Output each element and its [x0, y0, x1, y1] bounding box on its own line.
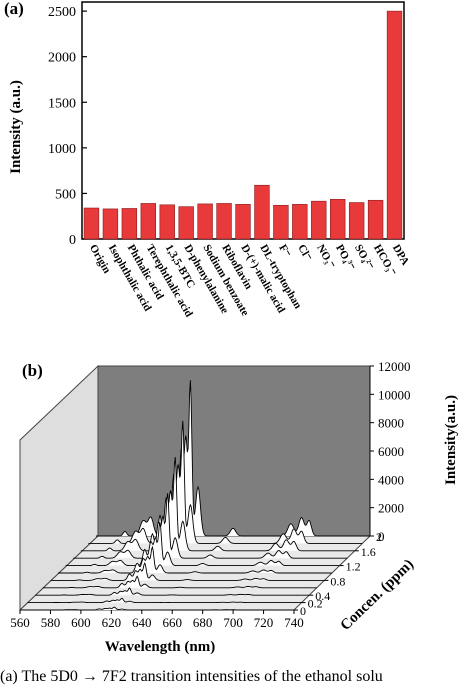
spectrum-trace [88, 420, 363, 544]
x-tick-label: 560 [10, 615, 30, 630]
x-tick-label: 660 [162, 615, 182, 630]
panel-a-y-axis-label: Intensity (a.u.) [8, 80, 24, 174]
bar [197, 203, 213, 240]
panel-b-label: (b) [22, 361, 43, 380]
y-tick-label: 1000 [48, 142, 76, 157]
bar [121, 208, 138, 240]
panel-b-back-wall [97, 365, 371, 537]
bar [386, 10, 403, 240]
bar [330, 199, 346, 240]
y-tick-label: 0.2 [308, 597, 323, 611]
y-tick-label: 1.2 [346, 560, 361, 574]
bar [273, 204, 289, 240]
z-tick-label: 6000 [378, 444, 404, 459]
bar [292, 204, 308, 240]
z-tick-label: 10000 [378, 387, 411, 402]
panel-b-x-axis: 560 580 600 620 640 660 680 700 720 740 [10, 610, 304, 630]
spectrum-trace [35, 587, 310, 596]
z-tick-label: 12000 [378, 359, 411, 374]
x-tick-label: F⁻ [276, 243, 293, 260]
z-tick-label: 8000 [378, 416, 404, 431]
panel-a-y-ticks: 0 500 1000 1500 2000 2500 [48, 5, 87, 248]
y-tick-label: 0.4 [315, 589, 330, 603]
x-tick-label: 700 [223, 615, 243, 630]
z-tick-label: 2000 [378, 501, 404, 516]
spectrum-trace [80, 457, 355, 552]
y-tick-label: 500 [55, 187, 76, 202]
x-tick-label: 620 [102, 615, 122, 630]
spectrum-trace [73, 493, 348, 559]
spectrum-trace [65, 522, 340, 567]
figure-caption: (a) The 5D0 → 7F2 transition intensities… [0, 668, 383, 685]
x-tick-label: NO₃⁻ [314, 243, 337, 271]
bar [178, 206, 194, 240]
x-tick-label: 640 [132, 615, 152, 630]
bar [348, 202, 365, 240]
y-tick-label: 2 [376, 530, 382, 544]
y-tick-label: 0.8 [330, 574, 345, 588]
y-tick-label: 1.6 [361, 545, 376, 559]
x-tick-label: Cl⁻ [295, 243, 314, 264]
bar [235, 204, 251, 240]
bar [367, 199, 384, 240]
bar [159, 204, 175, 240]
x-tick-label: 720 [254, 615, 274, 630]
panel-a-bars [83, 10, 403, 240]
bar [254, 184, 270, 240]
bar [311, 200, 327, 240]
spectrum-trace [50, 561, 325, 581]
bar [83, 207, 100, 240]
panel-b-y-axis: 00.20.40.81.21.62 [294, 530, 382, 618]
y-tick-label: 2500 [48, 5, 76, 20]
spectrum-trace [42, 575, 317, 589]
panel-b-spectra [20, 380, 370, 611]
z-tick-label: 4000 [378, 472, 404, 487]
bar [216, 203, 232, 240]
y-tick-label: 2000 [48, 51, 76, 66]
z-tick-label: 0 [378, 529, 385, 544]
x-tick-label: 580 [41, 615, 61, 630]
panel-a-label: (a) [4, 0, 24, 18]
spectrum-trace [27, 597, 302, 604]
panel-b-z-axis-label: Intensity(a.u.) [443, 395, 459, 485]
panel-b-z-axis: 0 2000 4000 6000 8000 10000 12000 [369, 359, 411, 544]
spectrum-trace [20, 606, 294, 611]
y-tick-label: 1500 [48, 96, 76, 111]
y-tick-label: 0 [69, 233, 76, 248]
bar-chart-panel-a: (a) Intensity (a.u.) 0 500 1000 1500 2000 250… [4, 0, 411, 319]
spectrum-trace [58, 545, 332, 574]
bar [102, 208, 119, 240]
spectrum-trace [96, 380, 370, 537]
x-tick-label: 680 [193, 615, 213, 630]
bar [140, 203, 156, 240]
y-tick-label: 0 [300, 604, 306, 618]
panel-b-x-axis-label: Wavelength (nm) [105, 639, 215, 655]
x-tick-label: 740 [284, 615, 304, 630]
x-tick-label: 600 [71, 615, 91, 630]
